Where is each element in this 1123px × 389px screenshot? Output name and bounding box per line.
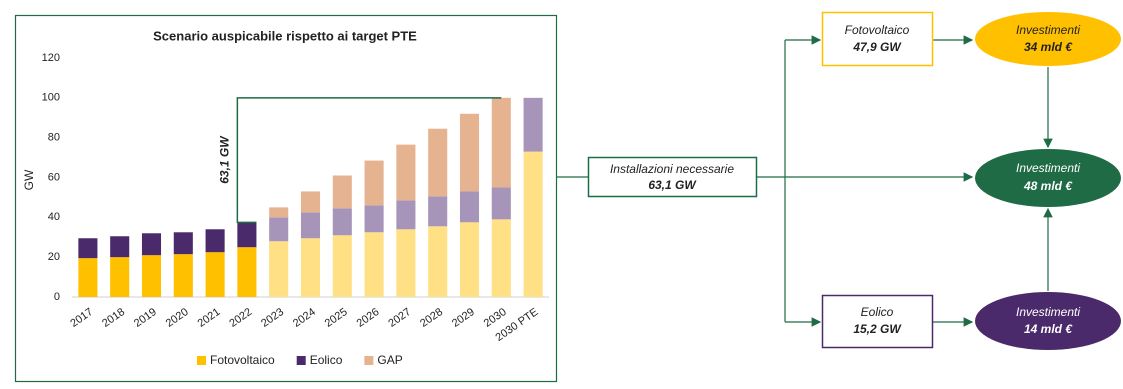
node-value: 15,2 GW: [853, 322, 902, 336]
bar-segment: [459, 222, 480, 297]
legend-label: GAP: [377, 353, 402, 367]
node-box: [821, 11, 934, 67]
node-value: 63,1 GW: [648, 178, 697, 192]
node-label: Investimenti: [1016, 23, 1080, 37]
bar-segment: [205, 229, 225, 253]
y-tick-label: 80: [48, 132, 60, 144]
legend-label: Eolico: [310, 353, 343, 367]
bar-segment: [78, 258, 98, 297]
bar-segment: [364, 160, 384, 206]
bar-segment: [269, 217, 289, 242]
node-ellipse: [975, 149, 1121, 207]
node-label: Eolico: [861, 305, 894, 319]
y-tick-label: 40: [48, 211, 60, 223]
node-label: Investimenti: [1016, 305, 1080, 319]
node-box: [587, 156, 758, 198]
node-ellipse: [975, 292, 1121, 350]
node-ellipse: [975, 12, 1121, 66]
bar-segment: [364, 205, 384, 233]
bar-segment: [110, 257, 130, 297]
bar-segment: [300, 191, 321, 213]
bar-segment: [364, 232, 384, 297]
bar-segment: [173, 232, 193, 255]
node-box: [821, 294, 934, 349]
bar-segment: [269, 241, 289, 297]
node-value: 14 mld €: [1024, 322, 1073, 336]
bar-segment: [332, 175, 352, 209]
node-label: Fotovoltaico: [845, 23, 910, 37]
bar-segment: [173, 254, 193, 297]
bar-segment: [396, 200, 416, 230]
bar-segment: [523, 97, 543, 152]
connectors: [556, 35, 1053, 327]
bar-segment: [141, 255, 162, 297]
bar-segment: [491, 219, 511, 297]
bar-segment: [300, 212, 321, 239]
bar-segment: [237, 247, 257, 297]
y-tick-label: 60: [48, 171, 60, 183]
legend-swatch: [364, 356, 374, 365]
node-value: 47,9 GW: [852, 40, 902, 54]
y-tick-label: 0: [54, 291, 60, 303]
bar-segment: [78, 238, 98, 259]
node-value: 34 mld €: [1024, 40, 1073, 54]
bar-segment: [491, 97, 511, 188]
bar-segment: [332, 235, 352, 297]
annotation-bracket: [236, 97, 502, 224]
legend-swatch: [296, 356, 306, 365]
bar-segment: [459, 113, 480, 192]
bar-segment: [459, 191, 480, 223]
bar-segment: [205, 252, 225, 297]
bar-segment: [110, 236, 130, 258]
bar-segment: [300, 238, 321, 297]
y-tick-label: 20: [48, 251, 60, 263]
bar-segment: [491, 187, 511, 220]
bar-segment: [396, 144, 416, 201]
node-value: 48 mld €: [1023, 179, 1073, 193]
legend-swatch: [197, 356, 206, 365]
legend-label: Fotovoltaico: [210, 353, 275, 367]
bar-segment: [237, 222, 257, 248]
bar-segment: [428, 196, 448, 227]
bar-segment: [332, 208, 352, 236]
bar-segment: [523, 151, 543, 297]
bar-segment: [396, 229, 416, 297]
y-tick-label: 120: [42, 52, 60, 64]
bar-segment: [141, 233, 162, 256]
y-tick-label: 100: [42, 92, 60, 104]
node-label: Investimenti: [1016, 161, 1080, 175]
bar-segment: [269, 207, 289, 218]
chart-title: Scenario auspicabile rispetto ai target …: [153, 28, 417, 43]
annotation: 63,1 GW: [218, 135, 232, 184]
bar-segment: [428, 128, 448, 197]
y-axis-label: GW: [22, 169, 36, 190]
bar-segment: [428, 226, 448, 297]
node-label: Installazioni necessarie: [610, 162, 734, 176]
